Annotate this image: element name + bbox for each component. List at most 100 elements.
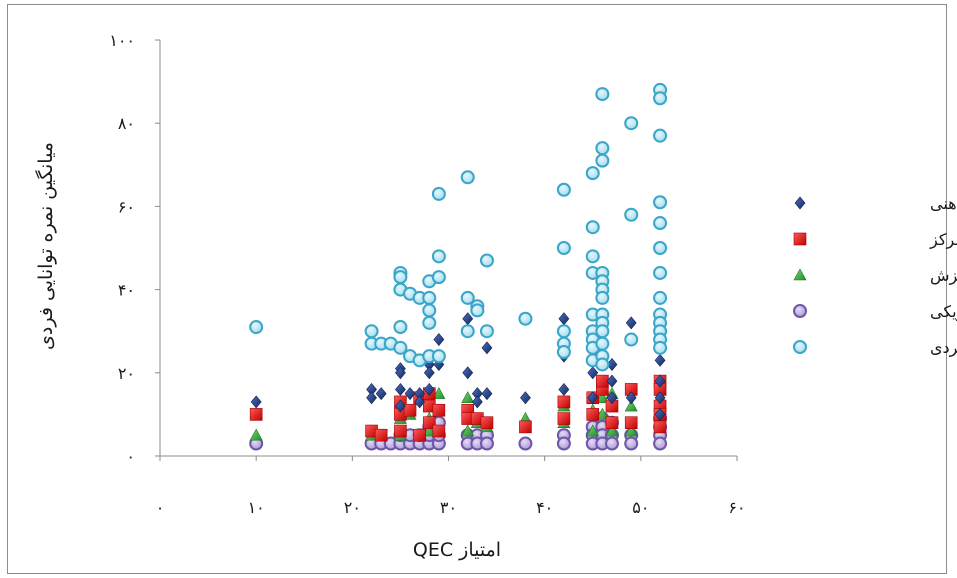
- point-individual-ability: [393, 340, 408, 355]
- point-mental-fatigue: [414, 395, 426, 409]
- point-concentration: [605, 416, 619, 430]
- point-individual-ability: [653, 91, 668, 106]
- point-individual-ability: [556, 345, 571, 359]
- point-concentration: [374, 428, 388, 442]
- legend-item: تمرکز: [793, 230, 957, 250]
- point-mental-fatigue: [375, 387, 387, 401]
- point-individual-ability: [595, 336, 610, 351]
- x-axis-title: امتیاز QEC: [413, 539, 501, 561]
- point-motivation: [595, 407, 609, 420]
- point-mental-fatigue: [423, 366, 435, 380]
- y-tick-label: ۸۰: [118, 114, 135, 133]
- point-concentration: [480, 416, 494, 430]
- y-axis-ticks: ۰ ۲۰ ۴۰ ۶۰ ۸۰ ۱۰۰: [109, 31, 160, 466]
- y-tick-label: ۶۰: [118, 197, 135, 216]
- point-individual-ability: [653, 195, 668, 210]
- point-concentration: [249, 408, 263, 421]
- legend-marker: [793, 340, 807, 354]
- point-individual-ability: [595, 153, 610, 168]
- legend-label: تمرکز: [929, 230, 957, 250]
- point-individual-ability: [624, 332, 639, 347]
- point-motivation: [461, 391, 475, 404]
- point-physical-activity: [604, 436, 619, 451]
- point-motivation: [586, 424, 600, 437]
- point-mental-fatigue: [558, 312, 570, 326]
- point-mental-fatigue: [654, 391, 666, 405]
- point-concentration: [557, 395, 571, 409]
- point-mental-fatigue: [250, 395, 262, 409]
- point-mental-fatigue: [654, 353, 666, 367]
- legend-item: توانایی فردی: [793, 338, 957, 358]
- point-concentration: [422, 416, 436, 430]
- point-concentration: [624, 416, 638, 430]
- point-mental-fatigue: [481, 341, 493, 355]
- x-tick-label: ۶۰: [728, 498, 745, 517]
- x-axis-ticks: ۰ ۱۰ ۲۰ ۳۰ ۴۰ ۵۰ ۶۰: [156, 456, 746, 517]
- point-concentration: [653, 420, 667, 434]
- point-individual-ability: [422, 303, 437, 318]
- point-individual-ability: [585, 220, 600, 235]
- legend-marker: [794, 196, 806, 210]
- y-tick-label: ۲۰: [118, 364, 135, 383]
- point-individual-ability: [460, 170, 475, 185]
- point-mental-fatigue: [404, 387, 416, 401]
- point-individual-ability: [431, 270, 446, 285]
- legend-label: فعالیت فیزیکی: [930, 302, 957, 322]
- point-motivation: [249, 428, 263, 441]
- point-individual-ability: [556, 324, 571, 339]
- point-mental-fatigue: [654, 374, 666, 388]
- legend-label: توانایی فردی: [930, 338, 957, 358]
- point-individual-ability: [595, 290, 610, 305]
- point-mental-fatigue: [587, 366, 599, 380]
- legend-label: انگیزش: [930, 266, 957, 286]
- point-mental-fatigue: [471, 395, 483, 409]
- point-motivation: [422, 424, 436, 437]
- series-5: [249, 82, 668, 372]
- point-mental-fatigue: [462, 366, 474, 380]
- x-tick-label: ۱۰: [248, 498, 265, 517]
- point-mental-fatigue: [395, 399, 406, 413]
- point-individual-ability: [460, 324, 475, 339]
- point-individual-ability: [653, 340, 668, 355]
- point-individual-ability: [595, 324, 610, 339]
- point-mental-fatigue: [606, 391, 618, 405]
- point-motivation: [595, 391, 609, 404]
- point-mental-fatigue: [606, 374, 618, 388]
- point-individual-ability: [393, 320, 408, 335]
- y-tick-label: ۴۰: [118, 281, 135, 300]
- point-motivation: [624, 399, 638, 412]
- point-individual-ability: [431, 349, 446, 364]
- point-individual-ability: [624, 207, 639, 222]
- point-mental-fatigue: [433, 333, 445, 346]
- point-individual-ability: [249, 320, 264, 335]
- point-mental-fatigue: [558, 382, 570, 396]
- point-individual-ability: [422, 315, 437, 330]
- point-motivation: [605, 424, 619, 437]
- point-mental-fatigue: [625, 316, 637, 330]
- point-individual-ability: [595, 87, 610, 102]
- y-tick-label: ۱۰۰: [109, 31, 135, 50]
- x-tick-label: ۰: [156, 498, 165, 517]
- point-individual-ability: [585, 249, 600, 264]
- point-individual-ability: [653, 216, 668, 231]
- point-physical-activity: [479, 436, 494, 451]
- legend-item: انگیزش: [793, 266, 957, 286]
- point-individual-ability: [595, 357, 610, 372]
- point-mental-fatigue: [587, 391, 599, 405]
- point-concentration: [519, 420, 532, 434]
- legend-marker: [793, 232, 807, 246]
- point-individual-ability: [653, 128, 668, 143]
- point-individual-ability: [470, 303, 485, 318]
- legend-marker: [793, 304, 807, 318]
- x-tick-label: ۲۰: [344, 498, 361, 517]
- legend-item: فعالیت فیزیکی: [793, 302, 957, 322]
- point-mental-fatigue: [625, 391, 637, 405]
- point-mental-fatigue: [395, 366, 406, 380]
- x-tick-label: ۳۰: [440, 498, 457, 517]
- point-individual-ability: [479, 253, 494, 268]
- point-concentration: [586, 408, 600, 421]
- point-individual-ability: [624, 116, 639, 131]
- point-individual-ability: [556, 182, 571, 197]
- point-individual-ability: [556, 241, 571, 255]
